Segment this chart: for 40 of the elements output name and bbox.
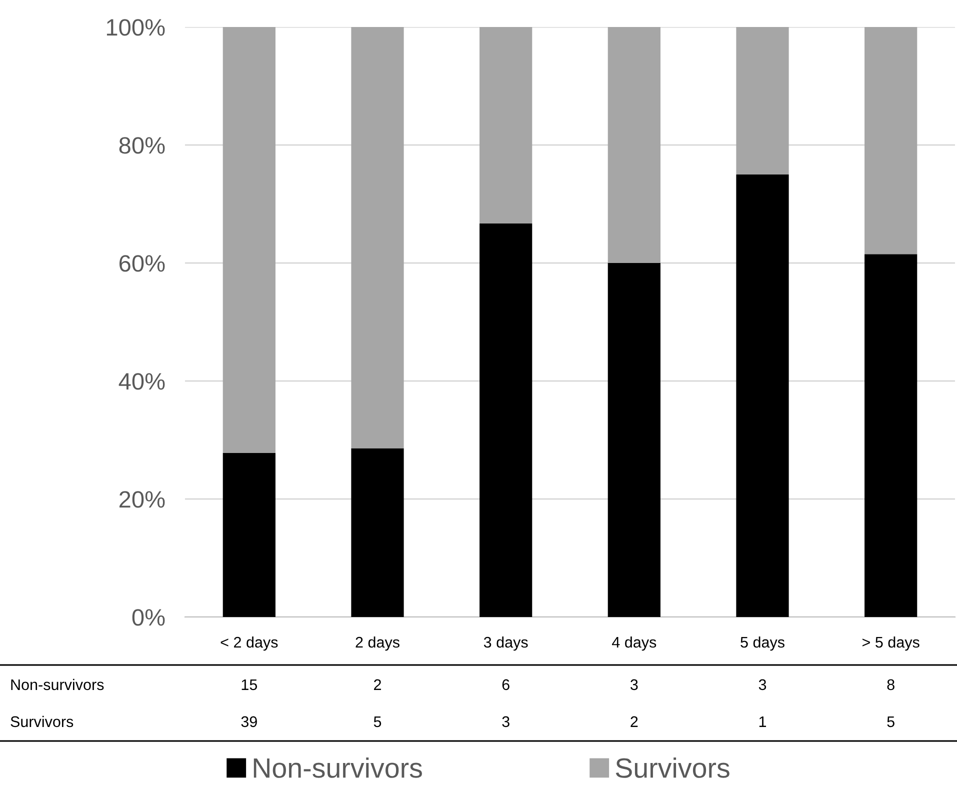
bar bbox=[351, 27, 404, 448]
x-tick-label: 3 days bbox=[484, 636, 528, 651]
bar bbox=[608, 27, 660, 263]
bar bbox=[608, 263, 660, 617]
x-tick-label: 5 days bbox=[740, 636, 784, 651]
x-tick-label: > 5 days bbox=[862, 636, 920, 651]
bar bbox=[480, 223, 532, 617]
bar bbox=[351, 448, 404, 617]
text: 8 bbox=[887, 679, 894, 690]
x-tick-label: 4 days bbox=[612, 636, 656, 651]
text: 3 bbox=[758, 679, 766, 690]
bar bbox=[864, 254, 918, 617]
text: 6 bbox=[502, 679, 510, 690]
bar bbox=[222, 27, 276, 453]
text: 3 bbox=[630, 679, 638, 690]
text: 5 bbox=[887, 716, 894, 728]
text: 39 bbox=[241, 716, 257, 728]
text: 1 bbox=[759, 716, 766, 727]
y-tick-label: 60% bbox=[120, 255, 165, 272]
y-tick-label: 80% bbox=[119, 137, 165, 154]
legend-label: Non-survivors bbox=[254, 758, 422, 778]
y-tick-label: 100% bbox=[106, 19, 165, 36]
bar bbox=[864, 27, 918, 254]
text: 5 bbox=[374, 716, 382, 728]
x-tick-label: < 2 days bbox=[220, 636, 278, 651]
y-tick-label: 40% bbox=[118, 373, 165, 390]
y-tick-label: 20% bbox=[119, 491, 165, 508]
legend-label: Survivors bbox=[616, 758, 730, 778]
text: Survivors bbox=[10, 716, 74, 728]
x-tick-label: 2 days bbox=[356, 636, 400, 651]
bar bbox=[736, 174, 789, 617]
bar bbox=[480, 27, 532, 224]
text: Non-survivors bbox=[11, 678, 104, 690]
text: 2 bbox=[630, 716, 638, 727]
text: 2 bbox=[374, 679, 381, 690]
text: 15 bbox=[242, 679, 258, 690]
bar bbox=[736, 27, 789, 174]
bar bbox=[222, 452, 276, 617]
y-tick-label: 0% bbox=[132, 609, 165, 626]
text: 3 bbox=[502, 716, 510, 728]
